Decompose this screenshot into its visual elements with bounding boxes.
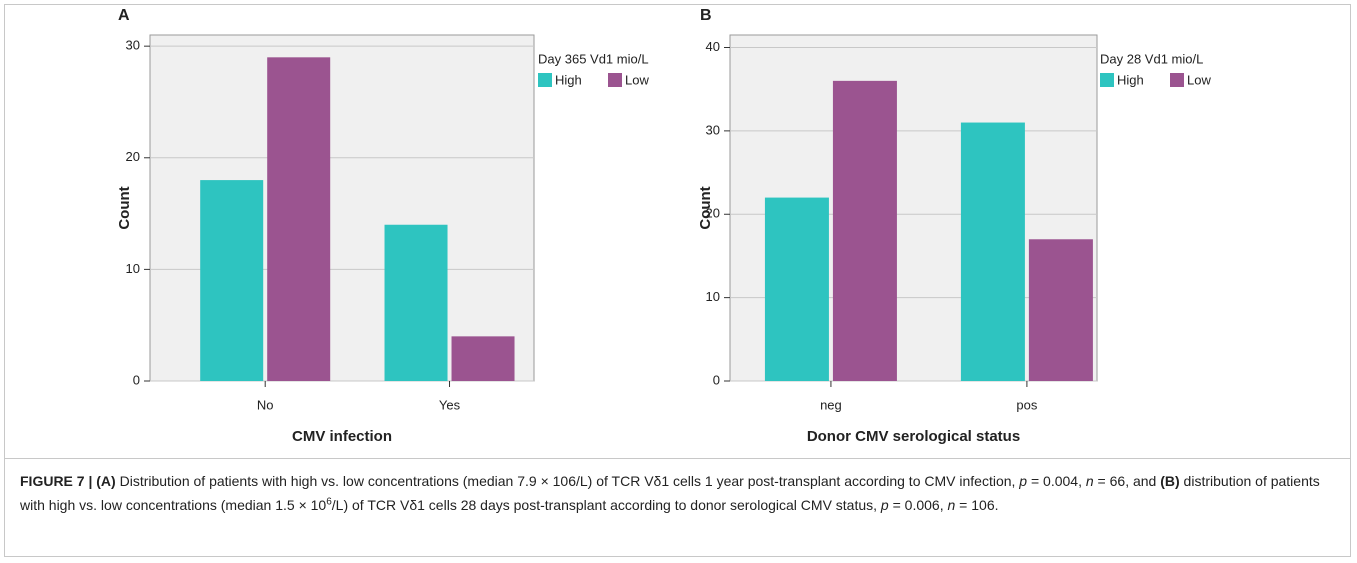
bar: [764, 197, 829, 381]
bar: [267, 57, 331, 382]
y-tick-label: 0: [713, 372, 720, 387]
legend-title: Day 365 Vd1 mio/L: [538, 51, 649, 66]
caption-text: p: [880, 497, 889, 513]
legend-swatch: [608, 73, 622, 87]
bar: [960, 122, 1025, 381]
y-axis-label: Count: [116, 186, 133, 229]
caption-text: distribution of patients with high vs. l…: [20, 473, 1320, 513]
x-axis-label: CMV infection: [292, 428, 392, 445]
y-tick-label: 20: [706, 206, 720, 221]
legend-swatch: [1100, 73, 1114, 87]
panel-label: A: [118, 7, 130, 24]
figure-frame: [4, 4, 1351, 557]
x-tick-label: Yes: [439, 397, 461, 412]
caption-text: = 0.004,: [1027, 473, 1086, 489]
caption-text: 6: [326, 496, 332, 508]
charts: A 0 10 20 30 Count CMV infection No Yes Day 365 V…: [116, 7, 1211, 445]
y-tick-label: 40: [706, 39, 720, 54]
y-tick-label: 30: [126, 38, 140, 53]
y-tick-label: 20: [126, 149, 140, 164]
x-axis-label: Donor CMV serological status: [807, 428, 1020, 445]
legend-swatch: [538, 73, 552, 87]
caption: FIGURE 7 | (A) Distribution of patients …: [4, 458, 1351, 557]
y-axis-label: Count: [697, 186, 714, 229]
legend-title: Day 28 Vd1 mio/L: [1100, 51, 1203, 66]
caption-text: (B): [1160, 473, 1180, 489]
legend-label: Low: [1187, 72, 1211, 87]
bar: [451, 336, 515, 381]
bar: [1028, 239, 1093, 381]
y-tick-label: 10: [706, 289, 720, 304]
caption-text: n: [1085, 473, 1094, 489]
bar: [200, 180, 264, 381]
caption-text: n: [947, 497, 956, 513]
legend-swatch: [1170, 73, 1184, 87]
caption-text: /L) of TCR Vδ1 cells 28 days post-transp…: [331, 497, 881, 513]
caption-text: = 66, and: [1093, 473, 1161, 489]
legend-label: High: [555, 72, 582, 87]
caption-text: p: [1019, 473, 1028, 489]
bar: [384, 224, 448, 381]
legend-label: High: [1117, 72, 1144, 87]
x-tick-label: No: [257, 397, 274, 412]
x-tick-label: neg: [820, 397, 842, 412]
caption-label: FIGURE 7 | (A): [20, 473, 116, 489]
legend-label: Low: [625, 72, 649, 87]
y-tick-label: 0: [133, 372, 140, 387]
x-tick-label: pos: [1016, 397, 1037, 412]
y-tick-label: 10: [126, 261, 140, 276]
panel-label: B: [700, 7, 712, 24]
caption-text: = 106.: [955, 497, 999, 513]
bar: [832, 80, 897, 382]
caption-text: Distribution of patients with high vs. l…: [115, 473, 1020, 489]
caption-text: = 0.006,: [888, 497, 948, 513]
y-tick-label: 30: [706, 122, 720, 137]
